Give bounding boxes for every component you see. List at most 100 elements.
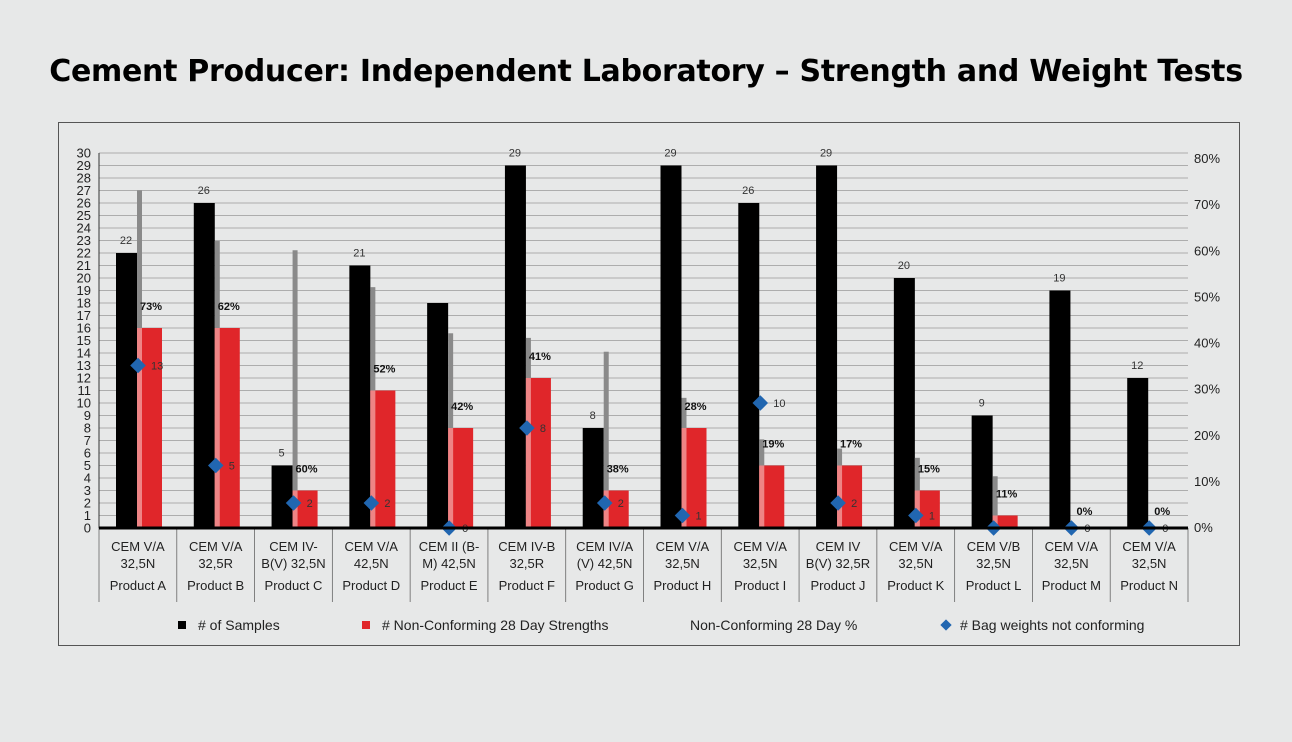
x-tick-cement-type: CEM V/A — [889, 539, 943, 554]
y-tick-left: 12 — [77, 371, 91, 386]
data-label-percent: 0% — [1154, 506, 1170, 518]
x-tick-cement-type: 32,5R — [198, 556, 233, 571]
y-tick-left: 22 — [77, 246, 91, 261]
y-tick-left: 3 — [84, 483, 91, 498]
x-tick-cement-type: 32,5N — [743, 556, 778, 571]
y-tick-right: 60% — [1194, 243, 1220, 258]
x-tick-cement-type: CEM V/A — [111, 539, 165, 554]
x-tick-cement-type: 32,5N — [898, 556, 933, 571]
y-tick-left: 7 — [84, 433, 91, 448]
data-label-samples: 29 — [509, 148, 521, 160]
bar-nonconforming-highlight — [681, 428, 687, 528]
y-tick-left: 14 — [77, 346, 91, 361]
bar-nonconforming-highlight — [137, 328, 142, 528]
data-label-bag-weight: 2 — [384, 498, 390, 510]
y-tick-left: 29 — [77, 158, 91, 173]
y-tick-left: 6 — [84, 446, 91, 461]
y-tick-left: 21 — [77, 258, 91, 273]
bar-percent — [603, 351, 609, 528]
data-label-percent: 42% — [451, 401, 473, 413]
data-label-samples: 19 — [1053, 273, 1065, 285]
y-tick-right: 10% — [1194, 474, 1220, 489]
y-tick-left: 24 — [77, 221, 91, 236]
data-label-bag-weight: 2 — [618, 498, 624, 510]
x-tick-product: Product E — [420, 578, 477, 593]
y-tick-right: 0% — [1194, 520, 1213, 535]
data-label-samples: 21 — [353, 248, 365, 260]
x-tick-cement-type: CEM V/A — [345, 539, 399, 554]
bar-samples — [427, 303, 449, 528]
data-label-samples: 26 — [198, 185, 210, 197]
y-tick-left: 13 — [77, 358, 91, 373]
x-tick-product: Product B — [187, 578, 244, 593]
y-tick-left: 19 — [77, 283, 91, 298]
x-tick-cement-type: CEM II (B- — [419, 539, 480, 554]
legend-label-samples: # of Samples — [198, 617, 280, 633]
x-tick-cement-type: B(V) 32,5N — [261, 556, 325, 571]
data-label-bag-weight: 1 — [929, 511, 935, 523]
bar-nonconforming-highlight — [214, 328, 220, 528]
x-tick-product: Product A — [110, 578, 167, 593]
data-label-percent: 11% — [996, 489, 1018, 501]
x-tick-product: Product N — [1120, 578, 1178, 593]
data-label-samples: 9 — [979, 398, 985, 410]
legend-diamond-icon — [940, 619, 952, 631]
bar-nonconforming-highlight — [448, 428, 454, 528]
data-label-samples: 29 — [820, 148, 832, 160]
data-label-bag-weight: 5 — [229, 461, 235, 473]
y-tick-left: 15 — [77, 333, 91, 348]
x-tick-cement-type: 32,5N — [665, 556, 700, 571]
chart-frame — [58, 122, 1240, 646]
bar-samples — [349, 265, 371, 528]
x-tick-cement-type: 32,5R — [509, 556, 544, 571]
x-tick-product: Product L — [966, 578, 1022, 593]
x-tick-product: Product M — [1042, 578, 1101, 593]
x-tick-cement-type: 32,5N — [976, 556, 1011, 571]
legend-item-percent: Non-Conforming 28 Day % — [690, 616, 857, 634]
x-tick-cement-type: CEM V/A — [656, 539, 710, 554]
bar-samples — [660, 165, 682, 528]
y-tick-left: 27 — [77, 183, 91, 198]
x-tick-cement-type: 32,5N — [121, 556, 156, 571]
data-label-percent: 41% — [529, 351, 551, 363]
x-tick-cement-type: CEM V/A — [1045, 539, 1099, 554]
x-tick-cement-type: CEM V/A — [1122, 539, 1176, 554]
bar-percent — [292, 250, 298, 528]
y-tick-left: 9 — [84, 408, 91, 423]
legend-label-nonconforming: # Non-Conforming 28 Day Strengths — [382, 617, 609, 633]
data-label-samples: 20 — [898, 260, 910, 272]
y-tick-left: 5 — [84, 458, 91, 473]
x-tick-product: Product K — [887, 578, 944, 593]
x-tick-cement-type: CEM V/A — [733, 539, 787, 554]
y-tick-right: 50% — [1194, 289, 1220, 304]
y-tick-right: 30% — [1194, 382, 1220, 397]
data-label-bag-weight: 8 — [540, 423, 546, 435]
legend-label-percent: Non-Conforming 28 Day % — [690, 617, 858, 633]
data-label-bag-weight: 2 — [307, 498, 313, 510]
data-label-percent: 38% — [607, 464, 629, 476]
data-label-percent: 73% — [140, 301, 162, 313]
x-tick-cement-type: CEM IV- — [269, 539, 317, 554]
x-tick-cement-type: CEM IV-B — [498, 539, 555, 554]
legend-item-nonconforming: # Non-Conforming 28 Day Strengths — [362, 616, 608, 634]
x-tick-product: Product C — [265, 578, 323, 593]
marker-bag-weight — [130, 357, 146, 374]
marker-bag-weight — [208, 457, 224, 474]
x-tick-product: Product F — [499, 578, 555, 593]
y-tick-left: 16 — [77, 321, 91, 336]
data-label-percent: 62% — [218, 301, 240, 313]
y-tick-right: 20% — [1194, 428, 1220, 443]
x-tick-cement-type: 42,5N — [354, 556, 389, 571]
y-tick-left: 17 — [77, 308, 91, 323]
data-label-percent: 17% — [840, 439, 862, 451]
bar-nonconforming — [992, 515, 1018, 528]
y-tick-left: 20 — [77, 271, 91, 286]
y-tick-left: 4 — [84, 471, 91, 486]
data-label-percent: 15% — [918, 464, 940, 476]
y-tick-left: 28 — [77, 171, 91, 186]
x-tick-product: Product D — [342, 578, 400, 593]
x-tick-cement-type: B(V) 32,5R — [806, 556, 870, 571]
data-label-samples: 29 — [664, 148, 676, 160]
data-label-samples: 26 — [742, 185, 754, 197]
